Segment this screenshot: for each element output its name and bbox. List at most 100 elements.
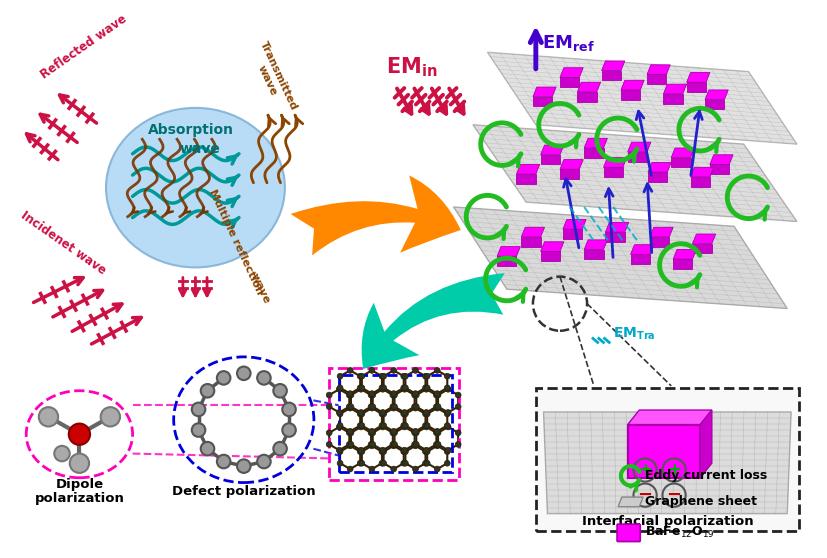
Polygon shape (663, 84, 686, 94)
Circle shape (347, 429, 353, 434)
Ellipse shape (106, 108, 284, 267)
Circle shape (414, 404, 419, 410)
Polygon shape (700, 410, 712, 478)
FancyBboxPatch shape (631, 254, 650, 264)
Circle shape (347, 405, 353, 411)
Polygon shape (416, 427, 437, 450)
Polygon shape (621, 80, 644, 90)
Polygon shape (672, 148, 695, 158)
FancyBboxPatch shape (692, 244, 712, 253)
Polygon shape (405, 446, 426, 469)
Circle shape (455, 392, 461, 398)
Polygon shape (394, 389, 414, 412)
Text: Absorption: Absorption (147, 123, 233, 137)
Text: Transmitted
wave: Transmitted wave (247, 40, 299, 117)
FancyBboxPatch shape (673, 259, 692, 269)
Text: Defect polarization: Defect polarization (172, 485, 316, 498)
Circle shape (55, 446, 69, 461)
Circle shape (401, 422, 407, 429)
Polygon shape (340, 371, 361, 393)
Circle shape (337, 410, 342, 415)
Circle shape (69, 454, 89, 473)
Text: Multiple reflection: Multiple reflection (208, 187, 265, 296)
Polygon shape (362, 446, 382, 469)
Polygon shape (673, 249, 696, 259)
Circle shape (434, 368, 440, 373)
Circle shape (401, 385, 407, 391)
Circle shape (379, 385, 385, 391)
Circle shape (413, 443, 418, 449)
Polygon shape (628, 142, 651, 152)
Polygon shape (604, 158, 627, 167)
Circle shape (413, 368, 418, 373)
Circle shape (359, 385, 365, 391)
Circle shape (423, 373, 428, 379)
Circle shape (347, 392, 352, 398)
Circle shape (423, 422, 428, 429)
Polygon shape (438, 427, 458, 450)
Circle shape (347, 466, 353, 472)
Text: $\mathbf{EM_{Tra}}$: $\mathbf{EM_{Tra}}$ (613, 325, 656, 342)
Text: +: + (667, 461, 681, 479)
Circle shape (390, 430, 396, 436)
Circle shape (369, 443, 375, 449)
Circle shape (444, 449, 450, 455)
Circle shape (423, 424, 429, 430)
FancyBboxPatch shape (577, 92, 597, 102)
FancyBboxPatch shape (605, 232, 624, 242)
FancyBboxPatch shape (517, 174, 536, 184)
Circle shape (435, 404, 441, 410)
Circle shape (444, 460, 450, 466)
Circle shape (380, 449, 386, 455)
Circle shape (370, 430, 375, 436)
Circle shape (392, 392, 398, 398)
Polygon shape (405, 408, 426, 431)
Circle shape (423, 449, 428, 455)
Polygon shape (584, 138, 607, 148)
Circle shape (391, 429, 397, 434)
Circle shape (337, 422, 343, 429)
Circle shape (434, 429, 440, 434)
FancyBboxPatch shape (533, 97, 552, 107)
Circle shape (434, 466, 440, 472)
Polygon shape (497, 247, 520, 256)
Circle shape (390, 404, 396, 410)
Circle shape (380, 460, 386, 466)
Circle shape (358, 448, 364, 453)
Circle shape (358, 410, 364, 415)
Circle shape (337, 424, 342, 430)
Polygon shape (618, 497, 643, 507)
Circle shape (403, 373, 409, 379)
Circle shape (403, 411, 409, 417)
Circle shape (347, 441, 352, 448)
Polygon shape (362, 408, 382, 431)
Text: −: − (638, 486, 653, 504)
FancyBboxPatch shape (686, 82, 706, 92)
Circle shape (370, 404, 375, 410)
Circle shape (379, 373, 385, 379)
Circle shape (445, 448, 451, 453)
Polygon shape (533, 87, 556, 97)
Circle shape (368, 430, 374, 436)
Circle shape (347, 404, 352, 410)
Circle shape (423, 448, 429, 453)
Circle shape (217, 371, 231, 384)
Circle shape (101, 407, 120, 426)
Circle shape (401, 373, 407, 379)
Circle shape (435, 430, 441, 436)
FancyBboxPatch shape (705, 100, 724, 109)
Circle shape (401, 460, 407, 466)
Circle shape (435, 441, 441, 448)
Circle shape (359, 460, 365, 466)
Circle shape (413, 391, 418, 397)
Circle shape (403, 385, 409, 391)
Circle shape (412, 404, 418, 410)
Polygon shape (560, 160, 583, 169)
Circle shape (434, 405, 440, 411)
Circle shape (69, 424, 90, 445)
Circle shape (412, 441, 418, 448)
Circle shape (380, 386, 385, 392)
Text: Reflected wave: Reflected wave (38, 12, 129, 81)
Polygon shape (351, 389, 371, 412)
Circle shape (357, 373, 363, 379)
